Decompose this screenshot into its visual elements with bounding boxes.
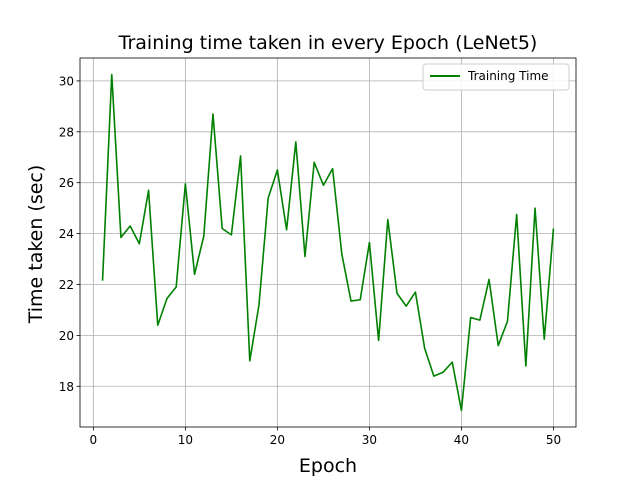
legend-box [422, 63, 570, 91]
y-tick-label: 24 [59, 227, 74, 241]
y-tick-label: 30 [59, 74, 74, 88]
x-axis-ticks: 0 10 20 30 40 50 [90, 427, 561, 447]
legend-label-training-time: Training Time [467, 69, 549, 83]
x-tick-label: 0 [90, 433, 98, 447]
plot-frame [79, 57, 577, 428]
y-tick-label: 28 [59, 125, 74, 139]
y-tick-label: 26 [59, 176, 74, 190]
x-tick-label: 40 [454, 433, 469, 447]
y-tick-label: 22 [59, 278, 74, 292]
x-tick-label: 50 [546, 433, 561, 447]
legend: Training Time [422, 63, 570, 91]
y-tick-label: 20 [59, 329, 74, 343]
y-axis-label: Time taken (sec) [25, 165, 47, 325]
series-line-training-time [101, 73, 555, 412]
x-tick-label: 10 [178, 433, 193, 447]
y-axis-ticks: 18 20 22 24 26 28 30 [59, 74, 80, 394]
grid [80, 58, 576, 427]
x-tick-label: 30 [362, 433, 377, 447]
series-layer [101, 73, 555, 412]
x-axis-label: Epoch [299, 455, 357, 477]
y-tick-label: 18 [59, 380, 74, 394]
x-tick-label: 20 [270, 433, 285, 447]
chart-title: Training time taken in every Epoch (LeNe… [118, 32, 538, 54]
